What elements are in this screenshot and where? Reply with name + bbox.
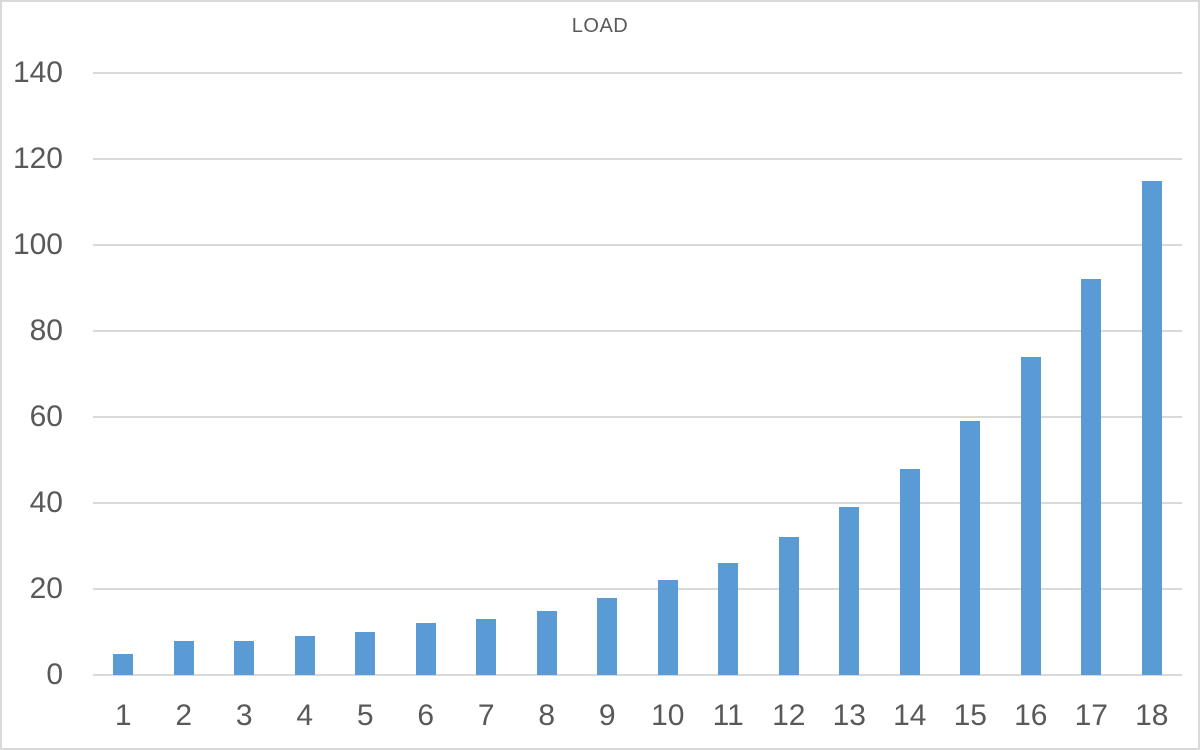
- bar: [960, 421, 981, 675]
- x-tick-label: 14: [893, 699, 927, 732]
- y-tick-label: 100: [12, 228, 63, 261]
- x-tick-label: 5: [356, 699, 374, 732]
- y-tick-label: 140: [12, 56, 63, 89]
- gridline: [93, 588, 1182, 590]
- gridline: [93, 158, 1182, 160]
- x-tick-label: 13: [832, 699, 866, 732]
- gridline: [93, 72, 1182, 74]
- y-tick-label: 0: [46, 658, 63, 691]
- x-tick-label: 9: [598, 699, 616, 732]
- bar: [536, 610, 557, 675]
- chart-title: LOAD: [571, 15, 629, 37]
- y-tick-label: 60: [29, 400, 63, 433]
- bar: [718, 563, 739, 675]
- x-tick-label: 18: [1135, 699, 1169, 732]
- x-tick-label: 8: [538, 699, 556, 732]
- x-tick-label: 3: [235, 699, 253, 732]
- x-tick-label: 11: [712, 699, 744, 732]
- gridline: [93, 244, 1182, 246]
- x-tick-label: 16: [1014, 699, 1048, 732]
- plot-area: [93, 72, 1182, 676]
- gridline: [93, 416, 1182, 418]
- x-tick-label: 17: [1074, 699, 1108, 732]
- x-tick-label: 10: [651, 699, 685, 732]
- x-tick-label: 7: [477, 699, 495, 732]
- bar: [173, 640, 194, 675]
- bar: [1081, 279, 1102, 675]
- bar: [1141, 180, 1162, 675]
- bar: [234, 640, 255, 675]
- bar: [415, 623, 436, 675]
- bar: [355, 632, 376, 675]
- bar: [294, 636, 315, 675]
- bar: [1020, 356, 1041, 675]
- y-tick-label: 80: [29, 314, 63, 347]
- x-tick-label: 1: [114, 699, 132, 732]
- gridline: [93, 502, 1182, 504]
- y-tick-label: 40: [29, 486, 63, 519]
- bar: [657, 580, 678, 675]
- y-tick-label: 20: [29, 572, 63, 605]
- gridline: [93, 330, 1182, 332]
- bar: [597, 597, 618, 675]
- bar: [778, 537, 799, 675]
- bar: [113, 653, 134, 675]
- y-tick-label: 120: [12, 142, 63, 175]
- bar: [839, 507, 860, 675]
- x-tick-label: 2: [175, 699, 193, 732]
- bar: [476, 619, 497, 675]
- bar: [899, 468, 920, 675]
- gridline: [93, 674, 1182, 676]
- x-tick-label: 4: [296, 699, 314, 732]
- x-tick-label: 15: [953, 699, 987, 732]
- x-tick-label: 12: [772, 699, 806, 732]
- x-tick-label: 6: [417, 699, 435, 732]
